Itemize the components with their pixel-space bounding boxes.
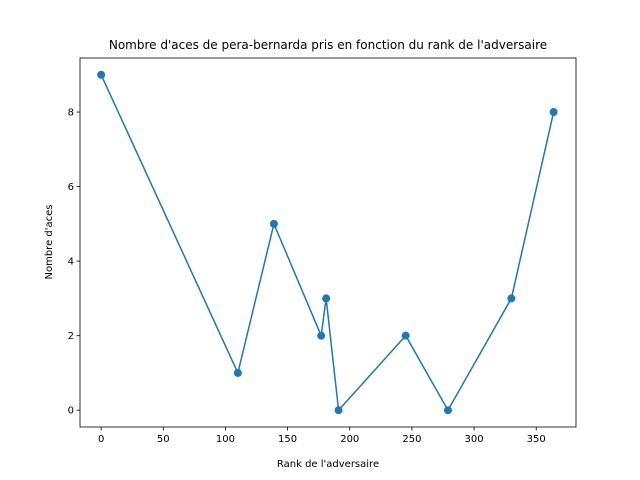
x-tick-label: 0 <box>98 434 104 445</box>
x-tick-label: 50 <box>157 434 170 445</box>
plot-area: 0 50 100 150 200 250 300 350 0 2 4 6 8 <box>68 57 577 445</box>
data-point <box>317 331 326 340</box>
chart-title: Nombre d'aces de pera-bernarda pris en f… <box>109 38 547 52</box>
y-tick-label: 4 <box>68 257 74 268</box>
data-point <box>443 406 452 415</box>
data-point <box>233 368 242 377</box>
data-point <box>507 294 516 303</box>
data-point <box>549 108 558 117</box>
x-axis-label: Rank de l'adversaire <box>277 459 379 470</box>
data-point <box>401 331 410 340</box>
x-tick-label: 150 <box>278 434 297 445</box>
x-tick-label: 100 <box>216 434 235 445</box>
data-point <box>322 294 331 303</box>
data-point <box>269 219 278 228</box>
y-tick-label: 8 <box>68 108 74 119</box>
axes-frame <box>79 57 577 428</box>
data-point <box>97 70 106 79</box>
series-line <box>100 74 555 411</box>
x-tick-label: 200 <box>340 434 359 445</box>
x-tick-label: 250 <box>402 434 421 445</box>
y-tick-label: 2 <box>68 331 74 342</box>
y-axis-label: Nombre d'aces <box>44 205 55 280</box>
x-tick-label: 300 <box>465 434 484 445</box>
x-tick-label: 350 <box>527 434 546 445</box>
y-tick-label: 0 <box>68 406 74 417</box>
y-tick-label: 6 <box>68 182 74 193</box>
data-point <box>334 406 343 415</box>
